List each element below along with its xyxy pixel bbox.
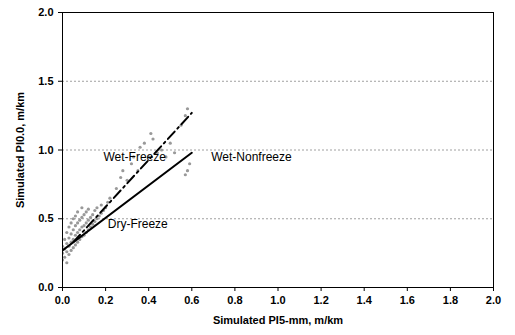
svg-text:Wet-Freeze: Wet-Freeze (103, 150, 166, 164)
svg-text:Simulated PI5-mm, m/km: Simulated PI5-mm, m/km (213, 314, 343, 326)
svg-text:0.0: 0.0 (38, 281, 53, 293)
svg-text:2.0: 2.0 (486, 294, 501, 306)
svg-text:0.0: 0.0 (55, 294, 70, 306)
svg-text:1.6: 1.6 (400, 294, 415, 306)
svg-text:Dry-Freeze: Dry-Freeze (108, 217, 168, 231)
svg-text:1.5: 1.5 (38, 75, 53, 87)
svg-text:0.2: 0.2 (98, 294, 113, 306)
svg-text:1.4: 1.4 (357, 294, 373, 306)
svg-text:1.2: 1.2 (313, 294, 328, 306)
svg-text:0.8: 0.8 (227, 294, 242, 306)
svg-text:0.6: 0.6 (184, 294, 199, 306)
svg-text:2.0: 2.0 (38, 6, 53, 18)
svg-text:Wet-Nonfreeze: Wet-Nonfreeze (211, 150, 292, 164)
svg-text:1.0: 1.0 (270, 294, 285, 306)
svg-text:Simulated PI0.0, m/km: Simulated PI0.0, m/km (14, 92, 26, 208)
svg-text:0.5: 0.5 (38, 212, 53, 224)
svg-text:1.0: 1.0 (38, 144, 53, 156)
svg-text:1.8: 1.8 (443, 294, 458, 306)
svg-text:0.4: 0.4 (141, 294, 157, 306)
